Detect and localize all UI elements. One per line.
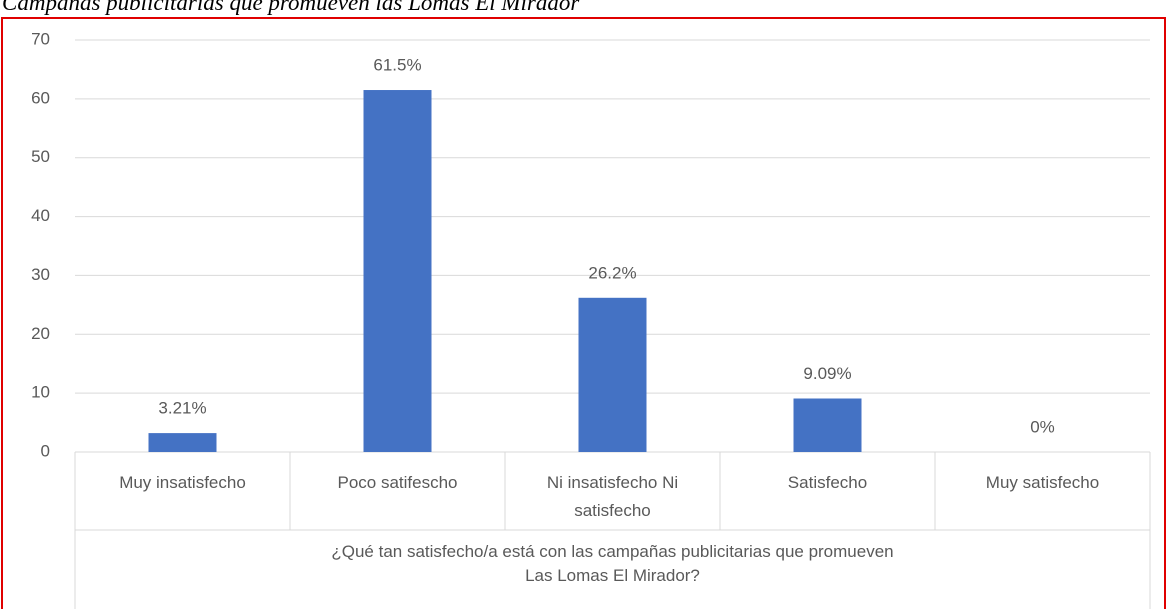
chart-title: Campañas publicitarias que promueven las… xyxy=(2,0,580,15)
bar xyxy=(793,398,862,452)
y-tick-label: 60 xyxy=(31,88,50,107)
y-tick-label: 0 xyxy=(41,441,50,460)
y-tick-label: 30 xyxy=(31,265,50,284)
frame xyxy=(1,17,1166,609)
x-tick-label: Muy insatisfecho xyxy=(119,473,246,492)
y-tick-label: 20 xyxy=(31,324,50,343)
bar xyxy=(578,297,647,452)
y-tick-label: 40 xyxy=(31,206,50,225)
y-tick-label: 50 xyxy=(31,147,50,166)
y-tick-label: 10 xyxy=(31,383,50,402)
bar xyxy=(363,90,432,453)
x-tick-label: Muy satisfecho xyxy=(985,473,1100,492)
data-label: 26.2% xyxy=(588,263,636,282)
x-axis-title: ¿Qué tan satisfecho/a está con las campa… xyxy=(331,542,894,585)
data-label: 9.09% xyxy=(803,364,851,383)
y-tick-label: 70 xyxy=(31,29,50,48)
x-tick-label: Satisfecho xyxy=(787,473,868,492)
data-label: 3.21% xyxy=(158,399,206,418)
x-tick-label: Poco satifescho xyxy=(337,473,458,492)
data-label: 0% xyxy=(1030,417,1055,436)
data-label: 61.5% xyxy=(373,56,421,75)
x-tick-label: Ni insatisfecho Ni satisfecho xyxy=(546,473,679,520)
bar xyxy=(148,433,217,452)
